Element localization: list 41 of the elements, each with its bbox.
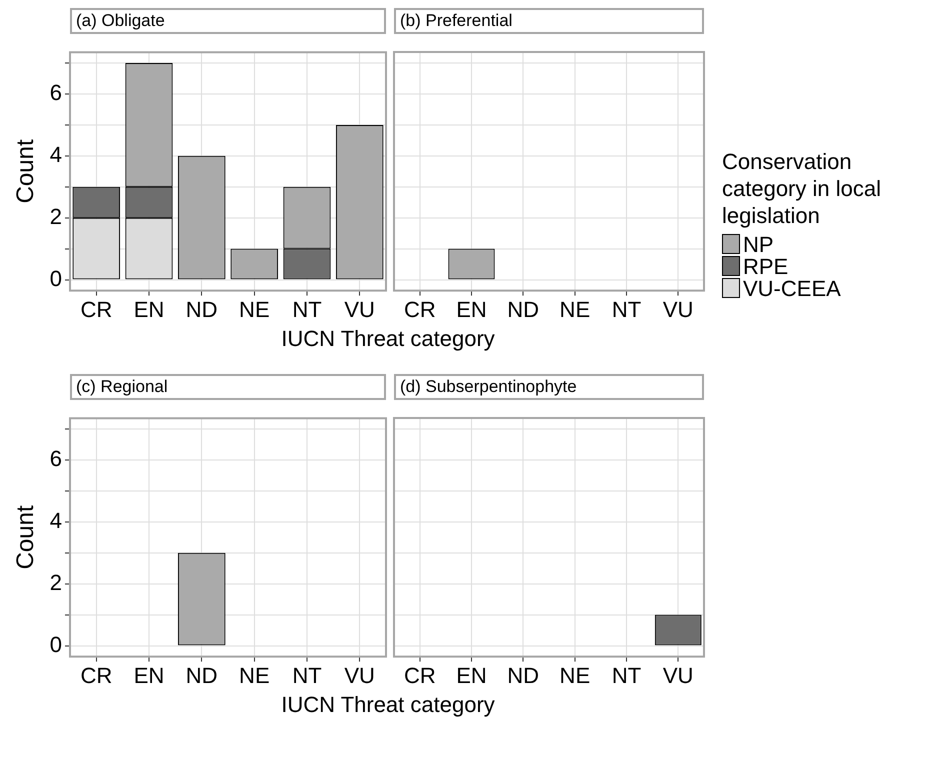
chart-title: (c) Regional [76,377,168,396]
x-tick-label: NE [239,296,270,322]
x-tick-label: EN [134,296,164,322]
x-tick-label: VU [344,662,375,688]
x-tick-label: NT [612,296,642,322]
x-tick-label: EN [134,662,164,688]
y-tick-label: 6 [50,446,62,472]
x-tick-label: CR [80,662,112,688]
x-tick-label: VU [662,662,694,688]
x-tick-label: NT [292,662,322,688]
x-tick-label: ND [507,296,540,322]
y-axis-title: Count [12,505,40,570]
x-tick-label: ND [507,662,540,688]
x-tick-label: ND [186,296,218,322]
x-tick-label: VU [662,296,694,322]
x-tick-label: NE [560,662,590,688]
x-tick-label: ND [186,662,218,688]
x-tick-label: NT [612,662,642,688]
chart-title: (d) Subserpentinophyte [400,377,577,396]
x-axis-title: IUCN Threat category [280,326,496,352]
x-tick-label: EN [456,662,487,688]
chart-title: (b) Preferential [400,11,512,30]
y-tick-label: 2 [50,570,62,595]
legend-title: Conservation category in local legislation [722,148,882,229]
y-tick-label: 4 [50,142,62,167]
y-tick-label: 2 [50,204,62,229]
y-tick-label: 4 [50,508,62,533]
x-tick-label: NE [239,662,270,688]
x-tick-label: VU [344,296,375,322]
x-axis-title: IUCN Threat category [280,692,496,718]
y-tick-label: 0 [50,266,62,291]
x-tick-label: CR [80,296,112,322]
y-tick-label: 6 [50,80,62,106]
chart-title: (a) Obligate [76,11,165,30]
y-axis-title: Count [12,139,40,204]
x-tick-label: NT [292,296,322,322]
x-tick-label: CR [404,662,436,688]
x-tick-label: NE [560,296,590,322]
x-tick-label: EN [456,296,487,322]
y-tick-label: 0 [50,632,62,657]
x-tick-label: CR [404,296,436,322]
